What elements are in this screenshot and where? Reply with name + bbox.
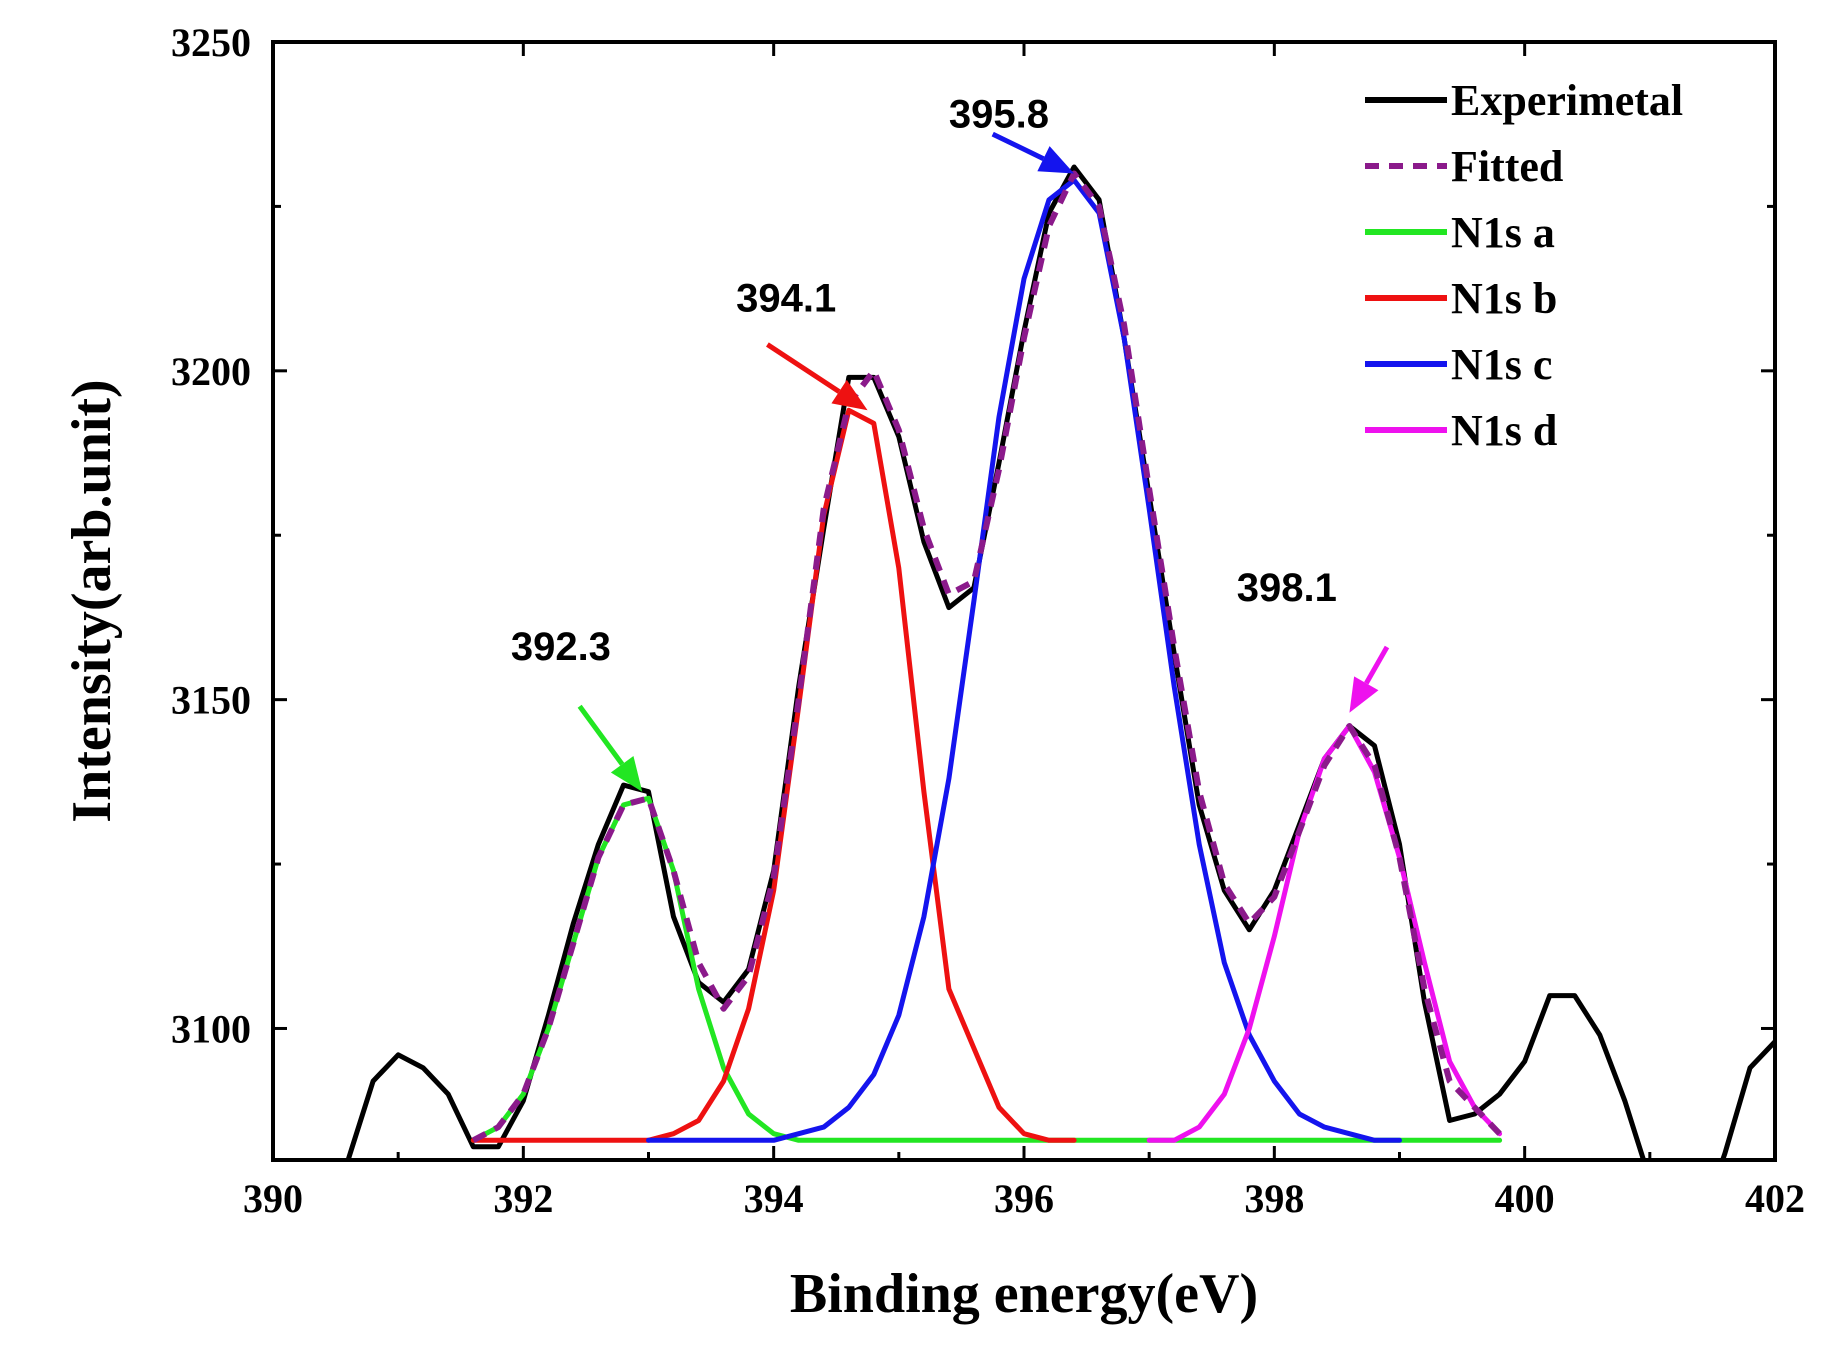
- peak-label: 395.8: [949, 92, 1049, 136]
- y-tick-label: 3100: [171, 1006, 251, 1051]
- annotation-arrow-shaft: [766, 342, 841, 394]
- peak-label: 394.1: [736, 277, 836, 321]
- legend-label: N1s c: [1451, 340, 1552, 389]
- legend-label: N1s d: [1451, 406, 1557, 455]
- x-tick-label: 396: [994, 1176, 1054, 1221]
- peak-label: 398.1: [1237, 566, 1337, 610]
- legend-label: Fitted: [1451, 142, 1563, 191]
- x-tick-label: 398: [1244, 1176, 1304, 1221]
- y-axis-title: Intensity(arb.unit): [61, 379, 123, 822]
- x-tick-label: 402: [1745, 1176, 1805, 1221]
- x-tick-label: 400: [1495, 1176, 1555, 1221]
- series-line-n1s-c: [646, 177, 1402, 1143]
- legend-label: N1s a: [1451, 208, 1555, 257]
- peak-label: 392.3: [511, 625, 611, 669]
- annotation-arrow-head: [1037, 146, 1075, 174]
- annotation-arrow-head: [610, 756, 643, 792]
- x-axis-title: Binding energy(eV): [790, 1263, 1258, 1325]
- series-line-n1s-d: [1146, 723, 1503, 1143]
- y-tick-label: 3150: [171, 678, 251, 723]
- x-tick-label: 390: [243, 1176, 303, 1221]
- annotation-arrow-head: [831, 379, 868, 411]
- annotation-arrow-shaft: [991, 131, 1045, 161]
- x-tick-label: 392: [493, 1176, 553, 1221]
- y-tick-label: 3200: [171, 349, 251, 394]
- legend-label: N1s b: [1451, 274, 1557, 323]
- series-line-n1s-a: [470, 795, 1503, 1143]
- annotation-arrow-shaft: [1364, 645, 1390, 685]
- legend-label: Experimetal: [1451, 76, 1683, 125]
- series-line-experimetal: [345, 164, 1775, 1160]
- y-tick-label: 3250: [171, 20, 251, 65]
- series-line-fitted: [471, 170, 1502, 1143]
- x-tick-label: 394: [744, 1176, 804, 1221]
- annotation-arrow-head: [1349, 676, 1379, 713]
- annotation-arrow-shaft: [577, 704, 625, 766]
